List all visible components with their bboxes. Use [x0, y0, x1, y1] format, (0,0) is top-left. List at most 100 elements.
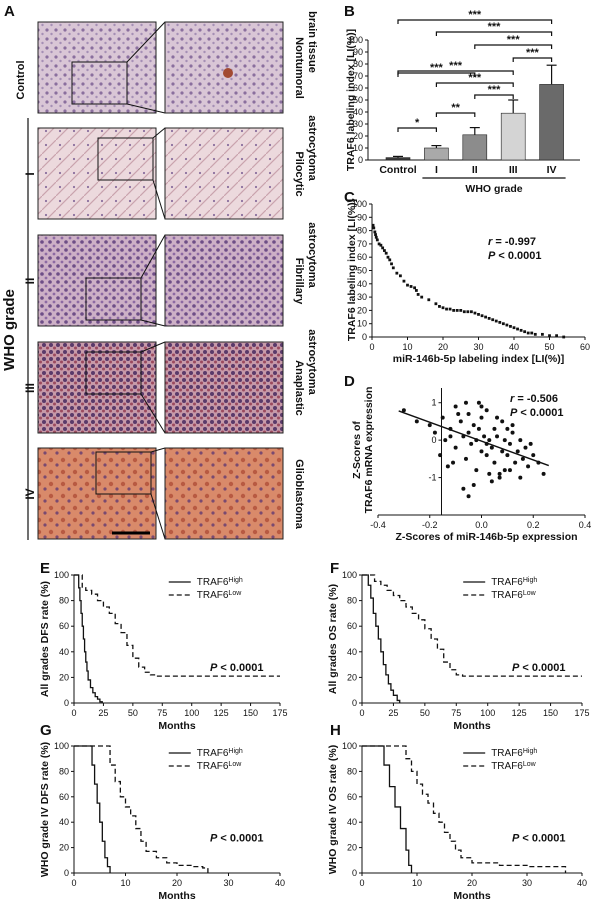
c-ytick-label: 40	[357, 279, 367, 289]
d-point	[414, 419, 419, 424]
c-point	[383, 249, 386, 252]
c-point	[562, 335, 566, 339]
c-point	[406, 283, 409, 287]
grade-label-ii: II	[23, 278, 37, 285]
panel-label-c: C	[344, 189, 355, 206]
f-ylabel: All grades OS rate (%)	[327, 584, 339, 694]
d-point	[479, 449, 484, 454]
g-ytick-label: 80	[59, 766, 69, 776]
tissue-label-0-b2: brain tissue	[306, 11, 318, 73]
c-stat-p: P < 0.0001	[488, 250, 542, 262]
e-xtick-label: 75	[157, 708, 167, 718]
d-fit-line	[398, 410, 550, 467]
h-ytick-label: 20	[347, 843, 357, 853]
d-point	[497, 471, 502, 476]
b-bar-ii	[462, 134, 488, 161]
tissue-label-2-a: Fibrillary	[293, 258, 305, 305]
b-bar-iii	[500, 112, 526, 161]
c-point	[438, 305, 441, 308]
panel-a: A Control WHO grade Nontumoral brain tis…	[1, 3, 305, 540]
e-ytick-label: 0	[64, 698, 69, 708]
micrograph-grade-ii-low	[37, 234, 157, 327]
zoom-box-grade-i	[97, 137, 154, 181]
b-ytick-label: 60	[353, 83, 363, 93]
panel-e-survival: E 0 20 40 60 80 100 0 25 50 75 100 125 150 175 All gra…	[39, 560, 288, 732]
h-xtick-label: 40	[577, 878, 587, 888]
c-ytick-label: 20	[357, 305, 367, 315]
d-stat-r: r = -0.506	[510, 393, 558, 405]
micrograph-grade-i-high	[164, 127, 284, 220]
b-sig-bracket	[435, 112, 476, 117]
who-grade-label: WHO grade	[1, 289, 18, 371]
g-xlabel: Months	[158, 890, 195, 902]
d-point	[513, 460, 518, 465]
d-point	[507, 441, 512, 446]
d-point	[484, 408, 489, 413]
e-ylabel: All grades DFS rate (%)	[39, 581, 51, 697]
b-sig-label: ***	[507, 34, 521, 46]
c-ytick-label: 70	[357, 239, 367, 249]
d-point	[528, 441, 533, 446]
d-point	[502, 438, 507, 443]
c-ytick-label: 0	[362, 332, 367, 342]
c-point	[470, 310, 473, 314]
f-xtick-label: 150	[543, 708, 558, 718]
g-series-high	[74, 745, 111, 873]
d-xtick-label: -0.2	[422, 520, 438, 530]
d-point	[476, 426, 481, 431]
d-point	[526, 464, 531, 469]
c-ytick-label: 30	[357, 292, 367, 302]
b-sig-bracket	[512, 57, 553, 62]
g-ytick-label: 100	[54, 741, 69, 751]
d-ylabel-2: TRAF6 mRNA expression	[363, 387, 375, 514]
grade-label-iii: III	[23, 383, 37, 393]
c-point	[455, 309, 459, 312]
d-point	[461, 486, 466, 491]
h-series-low	[362, 745, 567, 873]
f-legend-label: TRAF6Low	[491, 590, 536, 602]
d-point	[500, 449, 505, 454]
tissue-label-1-b: astrocytoma	[306, 115, 318, 181]
d-point	[482, 434, 487, 439]
b-sig-label: ***	[468, 72, 482, 84]
d-point	[456, 411, 461, 416]
d-point	[500, 419, 505, 424]
c-point	[526, 331, 530, 335]
b-ytick-label: 40	[353, 107, 363, 117]
f-legend-label: TRAF6High	[491, 577, 537, 589]
d-point	[487, 438, 492, 443]
d-point	[495, 415, 500, 420]
d-point	[492, 426, 497, 431]
micrograph-control-low	[37, 21, 157, 114]
b-sig-bracket	[397, 70, 514, 75]
b-bar-i	[424, 147, 449, 161]
c-point	[420, 295, 424, 299]
panel-label-h: H	[330, 722, 341, 739]
b-sig-bracket	[397, 19, 553, 24]
c-point	[530, 331, 534, 335]
c-point	[512, 326, 516, 330]
c-point	[441, 306, 445, 310]
b-sig-label: ***	[488, 21, 502, 33]
d-point	[466, 494, 471, 499]
h-ytick-label: 60	[347, 792, 357, 802]
zoom-box-grade-iii	[85, 351, 142, 395]
f-xtick-label: 75	[451, 708, 461, 718]
e-xtick-label: 175	[272, 708, 287, 718]
d-stat-p: P < 0.0001	[510, 407, 564, 419]
panel-f-survival: F 0 20 40 60 80 100 0 25 50 75 100 125 150 175 All gra…	[327, 560, 590, 732]
f-xtick-label: 25	[388, 708, 398, 718]
d-xtick-label: 0.2	[527, 520, 540, 530]
d-xtick-label: -0.4	[370, 520, 386, 530]
d-point	[469, 441, 474, 446]
c-point	[390, 262, 393, 266]
h-ytick-label: 100	[342, 741, 357, 751]
c-point	[388, 258, 392, 262]
c-point	[541, 332, 544, 336]
c-point	[466, 310, 470, 314]
d-point	[427, 423, 432, 428]
g-series-low	[74, 745, 209, 873]
c-ytick-label: 90	[357, 212, 367, 222]
b-sig-label: ***	[430, 62, 444, 74]
